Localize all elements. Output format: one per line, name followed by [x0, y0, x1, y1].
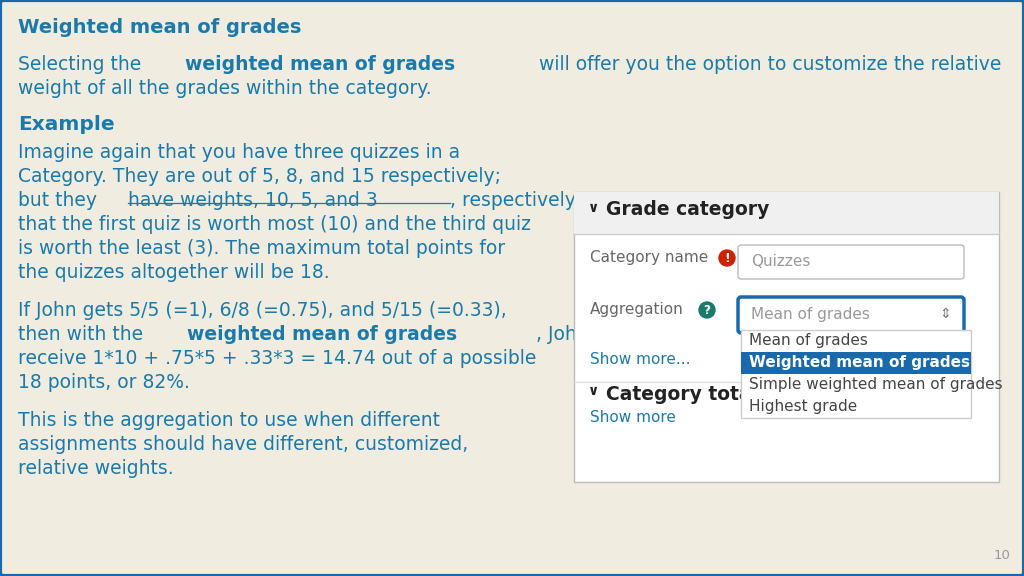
Text: is worth the least (3). The maximum total points for: is worth the least (3). The maximum tota…	[18, 239, 505, 258]
Text: Simple weighted mean of grades: Simple weighted mean of grades	[749, 377, 1002, 392]
Text: 10: 10	[993, 549, 1010, 562]
Text: , John will: , John will	[536, 325, 625, 344]
Text: ?: ?	[703, 304, 711, 316]
Text: Mean of grades: Mean of grades	[751, 307, 869, 322]
Text: assignments should have different, customized,: assignments should have different, custo…	[18, 435, 468, 454]
Text: will offer you the option to customize the relative: will offer you the option to customize t…	[534, 55, 1001, 74]
Text: Mean of grades: Mean of grades	[749, 334, 868, 348]
Text: This is the aggregation to use when different: This is the aggregation to use when diff…	[18, 411, 440, 430]
Bar	[741, 330, 971, 418]
Bar	[574, 192, 999, 234]
Text: that the first quiz is worth most (10) and the third quiz: that the first quiz is worth most (10) a…	[18, 215, 530, 234]
Text: ∨: ∨	[588, 201, 599, 215]
Text: but they: but they	[18, 191, 103, 210]
Text: weighted mean of grades: weighted mean of grades	[184, 55, 455, 74]
Text: ⇕: ⇕	[939, 307, 950, 321]
FancyBboxPatch shape	[574, 192, 999, 482]
Text: receive 1*10 + .75*5 + .33*3 = 14.74 out of a possible: receive 1*10 + .75*5 + .33*3 = 14.74 out…	[18, 349, 537, 368]
Text: ∨: ∨	[588, 384, 599, 398]
Text: Selecting the: Selecting the	[18, 55, 147, 74]
Bar	[741, 352, 971, 374]
Text: Example: Example	[18, 115, 115, 134]
Text: Weighted mean of grades: Weighted mean of grades	[18, 18, 301, 37]
Text: 18 points, or 82%.: 18 points, or 82%.	[18, 373, 189, 392]
Text: !: !	[724, 252, 730, 264]
Text: relative weights.: relative weights.	[18, 459, 174, 478]
Circle shape	[699, 302, 715, 318]
FancyBboxPatch shape	[738, 245, 964, 279]
Text: , respectively, so: , respectively, so	[450, 191, 609, 210]
Text: have weights, 10, 5, and 3: have weights, 10, 5, and 3	[128, 191, 378, 210]
Text: Category tota: Category tota	[606, 385, 752, 404]
Text: weight of all the grades within the category.: weight of all the grades within the cate…	[18, 79, 432, 98]
Text: Quizzes: Quizzes	[751, 254, 810, 269]
Text: If John gets 5/5 (=1), 6/8 (=0.75), and 5/15 (=0.33),: If John gets 5/5 (=1), 6/8 (=0.75), and …	[18, 301, 507, 320]
Text: Imagine again that you have three quizzes in a: Imagine again that you have three quizze…	[18, 143, 460, 162]
Circle shape	[719, 250, 735, 266]
FancyBboxPatch shape	[738, 297, 964, 333]
Text: the quizzes altogether will be 18.: the quizzes altogether will be 18.	[18, 263, 330, 282]
Text: Show more...: Show more...	[590, 352, 690, 367]
Text: Category name: Category name	[590, 250, 709, 265]
Text: Aggregation: Aggregation	[590, 302, 684, 317]
Text: Category. They are out of 5, 8, and 15 respectively;: Category. They are out of 5, 8, and 15 r…	[18, 167, 501, 186]
Text: Weighted mean of grades: Weighted mean of grades	[749, 355, 970, 370]
Text: Grade category: Grade category	[606, 200, 769, 219]
Text: Show more: Show more	[590, 410, 676, 425]
Text: weighted mean of grades: weighted mean of grades	[187, 325, 458, 344]
Text: Highest grade: Highest grade	[749, 400, 857, 415]
Text: then with the: then with the	[18, 325, 150, 344]
